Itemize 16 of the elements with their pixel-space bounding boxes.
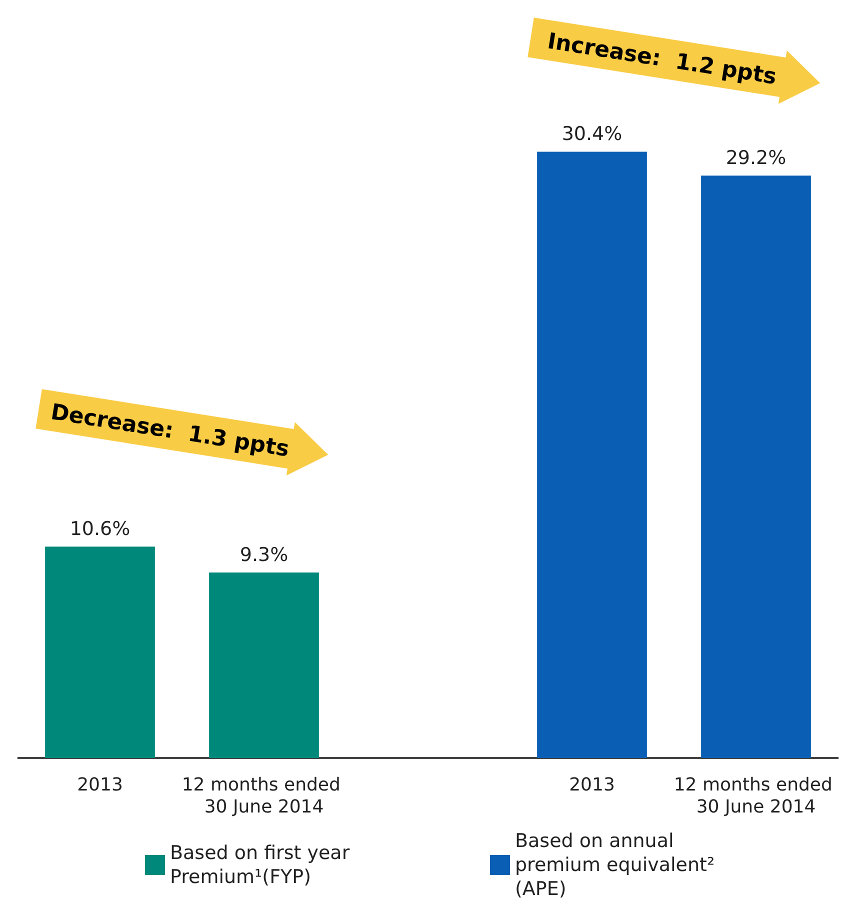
text: Increase: 1.2 ppts bbox=[546, 29, 778, 90]
bar bbox=[537, 152, 647, 758]
x-tick-label: 12 months ended 30 June 2014 bbox=[182, 774, 346, 818]
bar bbox=[45, 546, 155, 758]
data-label: 10.6% bbox=[70, 518, 130, 540]
data-label: 29.2% bbox=[726, 147, 786, 170]
x-tick-label: 12 months ended 30 June 2014 bbox=[674, 774, 838, 818]
annotation: Decrease: 1.3 ppts bbox=[49, 400, 291, 462]
bar bbox=[209, 572, 319, 758]
data-label: 30.4% bbox=[562, 123, 622, 146]
legend-label: Based on annual premium equivalent² (APE) bbox=[515, 830, 721, 900]
x-tick-label: 2013 bbox=[569, 774, 615, 796]
data-label: 9.3% bbox=[240, 544, 288, 566]
x-tick-label: 2013 bbox=[77, 774, 123, 796]
bar bbox=[701, 176, 811, 758]
legend-label: Based on first year Premium¹(FYP) bbox=[170, 842, 356, 888]
